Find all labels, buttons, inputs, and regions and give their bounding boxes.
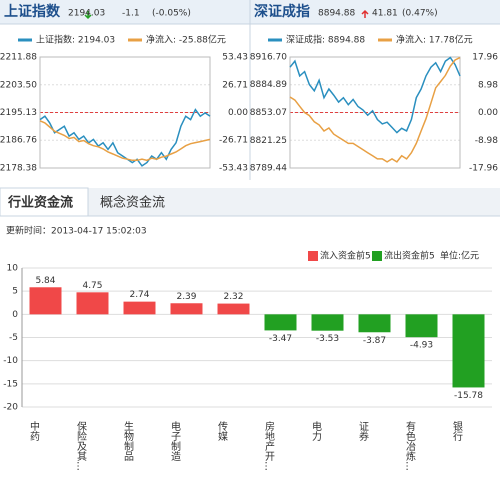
y-tick-label: 8789.44 [250,164,287,174]
legend-label: 净流入: -25.88亿元 [146,34,226,46]
y2-tick-label: -53.43 [219,164,248,174]
bar [29,287,62,315]
y-tick-label: -20 [3,403,18,413]
value: 2194.03 [68,9,105,19]
bar [452,314,485,388]
x-tick-label: 房地产开… [263,420,275,471]
bar [217,303,250,315]
update-time: 更新时间：2013-04-17 15:02:03 [6,225,147,237]
y-tick-label: 5 [12,287,18,297]
bar [311,314,344,331]
legend-label: 净流入: 17.78亿元 [396,34,473,46]
bar [170,303,203,315]
y-tick-label: 10 [7,264,19,274]
y2-tick-label: 53.43 [222,53,248,63]
change-pct: (0.47%) [402,9,438,19]
value-label: -3.47 [269,334,292,344]
title: 上证指数 [4,3,61,20]
x-tick-label: 中药 [28,420,40,442]
legend-swatch [372,251,382,261]
x-tick-label: 证券 [357,421,369,442]
value-label: -3.53 [316,334,339,344]
value-label: 2.32 [223,292,243,302]
y-tick-label: 2203.50 [0,80,37,90]
up-arrow [361,9,369,18]
y-tick-label: 8821.25 [250,136,287,146]
change: 41.81 [372,9,398,19]
series-line [39,120,211,162]
plot-frame [289,56,461,169]
value-label: -4.93 [410,341,433,351]
down-arrow [84,11,92,20]
value-label: 2.39 [176,292,196,302]
bar [76,292,109,315]
tab[interactable]: 概念资金流 [100,195,165,211]
bar [264,314,297,331]
value-label: 4.75 [82,281,102,291]
y-tick-label: 0 [12,310,18,320]
y-tick-label: 2211.88 [0,53,37,63]
plot-frame [39,56,211,169]
x-tick-label: 电子制造 [169,420,181,461]
y-tick-label: 8853.07 [250,108,287,118]
change: -1.1 [122,9,140,19]
y-tick-label: -15 [3,379,18,389]
y2-tick-label: -17.96 [469,164,498,174]
y2-tick-label: 0.00 [478,108,498,118]
value-label: -15.78 [454,391,483,401]
x-tick-label: 保险及其… [75,420,87,471]
legend-label: 上证指数: 2194.03 [36,34,115,46]
x-tick-label: 有色冶炼… [404,420,416,471]
bar [123,301,156,315]
y-tick-label: 2186.76 [0,136,37,146]
y2-tick-label: 17.96 [472,53,498,63]
series-line [39,108,211,167]
change-pct: (-0.05%) [152,9,191,19]
y-tick-label: -5 [9,333,18,343]
x-tick-label: 传媒 [216,421,228,442]
legend-label: 深证成指: 8894.88 [286,34,365,46]
value-label: 5.84 [35,276,55,286]
y-tick-label: 8916.70 [250,53,287,63]
y2-tick-label: -26.71 [219,136,248,146]
y2-tick-label: 0.00 [228,108,248,118]
y-tick-label: 2195.13 [0,108,37,118]
y2-tick-label: 26.71 [222,80,248,90]
series-line [289,56,461,134]
legend-label: 流入资金前5 [320,250,371,262]
value-label: 2.74 [129,290,149,300]
legend-swatch [308,251,318,261]
bar [358,314,391,333]
y2-tick-label: -8.98 [475,136,499,146]
legend-label: 流出资金前5 [384,250,435,262]
y-tick-label: 2178.38 [0,164,37,174]
value-label: -3.87 [363,336,386,346]
y2-tick-label: 8.98 [478,80,498,90]
active-tab[interactable] [0,187,89,217]
x-tick-label: 电力 [310,420,322,442]
bar [405,314,438,338]
x-tick-label: 生物制品 [122,420,134,462]
series-line [289,56,461,163]
x-tick-label: 银行 [451,420,463,442]
tab[interactable]: 行业资金流 [7,195,73,211]
title: 深证成指 [254,3,310,20]
value: 8894.88 [318,9,355,19]
y-tick-label: -10 [3,356,18,366]
y-tick-label: 8884.89 [250,80,287,90]
unit: 单位:亿元 [440,250,479,262]
